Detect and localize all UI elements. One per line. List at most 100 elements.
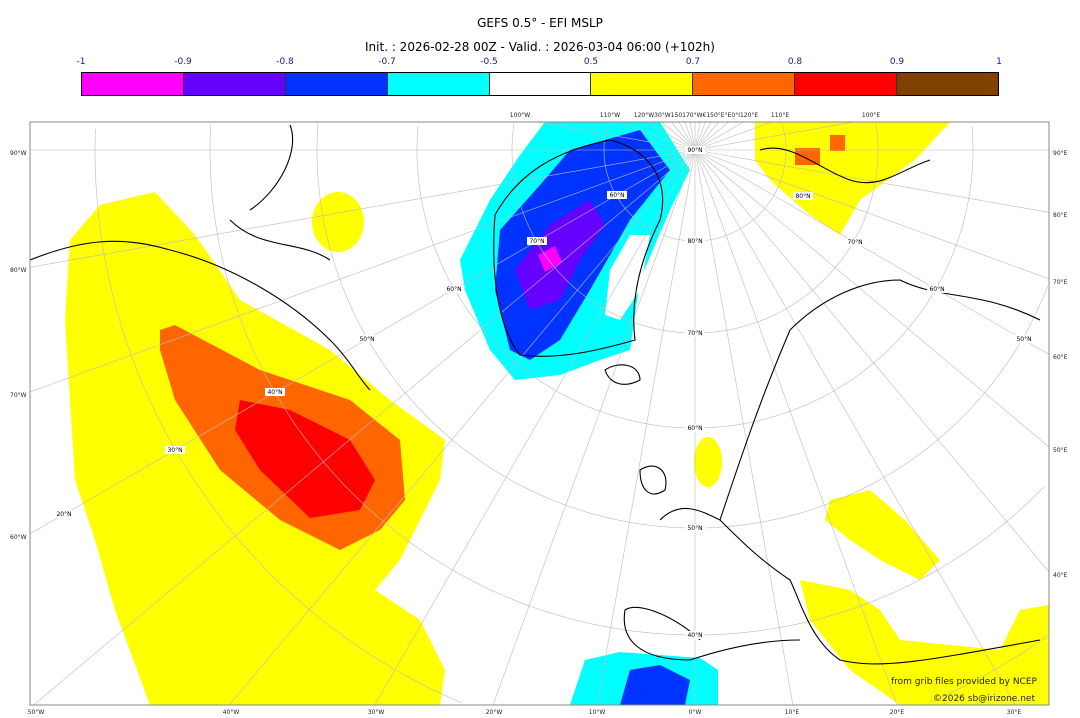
top-axis-label: 100°E [862, 112, 880, 119]
colorbar-swatch [591, 73, 694, 95]
efi-region-blue [620, 665, 690, 705]
bottom-axis-label: 40°W [223, 709, 240, 716]
efi-region-yellow [825, 490, 940, 580]
left-axis-label: 70°W [10, 392, 27, 399]
meridian-line [694, 149, 1049, 355]
coastlines [30, 124, 1041, 665]
top-axis-label: 120°W30°W150170°W€150°E°E0°I120°E [634, 112, 759, 119]
figure-subtitle: Init. : 2026-02-28 00Z - Valid. : 2026-0… [365, 40, 715, 54]
efi-region-yellow [312, 192, 364, 252]
meridian-line [678, 122, 696, 151]
map-frame [29, 121, 1050, 706]
latitude-line [416, 125, 695, 429]
efi-region-yellow [755, 122, 950, 235]
meridian-line [694, 149, 1049, 280]
latitude-label: 50°N [687, 525, 702, 532]
latitude-line [603, 123, 695, 242]
meridian-line [694, 122, 719, 151]
colorbar-swatch [897, 73, 999, 95]
latitude-label: 70°N [847, 239, 862, 246]
latitude-label: 60°N [609, 192, 624, 199]
latitude-line [695, 124, 879, 334]
colorbar-tick-label: 1 [996, 57, 1002, 67]
latitude-line [316, 123, 696, 529]
colorbar-tick-label: -0.8 [276, 57, 294, 67]
meridian-line [684, 122, 696, 151]
latitude-line [209, 124, 696, 636]
latitude-label: 80°N [795, 193, 810, 200]
efi-region-magenta [538, 246, 562, 272]
colorbar-tick-label: 0.9 [889, 57, 905, 67]
latitude-label: 50°N [359, 336, 374, 343]
colorbar-tick-label: -0.7 [378, 57, 396, 67]
source-credit: from grib files provided by NCEP [891, 677, 1037, 687]
meridian-line [596, 149, 696, 705]
latitude-label: 70°N [529, 238, 544, 245]
meridian-line [617, 122, 696, 151]
meridian-line [694, 149, 898, 705]
meridian-line [694, 122, 854, 151]
bottom-axis-label: 50°W [28, 709, 45, 716]
latitude-label: 70°N [687, 330, 702, 337]
top-axis-label: 110°E [771, 112, 789, 119]
bottom-axis-label: 20°W [486, 709, 503, 716]
right-axis-label: 40°E [1053, 572, 1068, 579]
latitude-line [511, 124, 695, 334]
right-axis-label: 50°E [1053, 447, 1068, 454]
latitude-label: 20°N [56, 511, 71, 518]
latitude-label: 60°N [929, 286, 944, 293]
efi-region-orange [830, 135, 845, 151]
bottom-axis-label: 10°E [785, 709, 800, 716]
copyright-credit: ©2026 sb@irizone.net [933, 694, 1035, 704]
latitude-line [694, 486, 1045, 636]
bottom-axis-label: 20°E [890, 709, 905, 716]
meridian-line [30, 149, 696, 268]
efi-region-orange [795, 148, 820, 165]
meridian-line [661, 122, 696, 151]
grid-labels: 90°N 80°N 70°N 60°N 50°N 40°N 60°N 70°N 40°N 30°N… [54, 146, 1034, 639]
meridian-line [689, 122, 696, 151]
colorbar-swatch [285, 73, 388, 95]
colorbar-tick-label: 0.7 [685, 57, 701, 67]
meridian-line [694, 122, 729, 151]
efi-region-yellow [694, 437, 722, 487]
latitude-label: 60°N [687, 425, 702, 432]
colorbar-swatch [795, 73, 898, 95]
meridian-line [374, 149, 696, 705]
latitude-line [695, 125, 974, 429]
figure-title: GEFS 0.5° - EFI MSLP [477, 16, 603, 30]
colorbar-swatch [82, 73, 184, 95]
colorbar-tick-label: 0.5 [583, 57, 599, 67]
meridian-line [33, 149, 696, 705]
bottom-axis-label: 0°W [689, 709, 702, 716]
left-axis-label: 80°W [10, 267, 27, 274]
top-axis-label: 100°W [510, 112, 530, 119]
right-axis-label: 70°E [1053, 279, 1068, 286]
meridian-line [536, 122, 696, 151]
latitude-line [929, 635, 1048, 703]
meridian-line [694, 149, 794, 705]
latitude-label: 80°N [687, 238, 702, 245]
latitude-line [694, 285, 1049, 529]
latitude-label: 50°N [1016, 336, 1031, 343]
latitude-label: 90°N [687, 147, 702, 154]
colorbar-tick-label: 0.8 [787, 57, 803, 67]
meridian-line [694, 149, 1049, 573]
right-axis-label: 90°E [1053, 150, 1068, 157]
latitude-label: 40°N [267, 389, 282, 396]
latitude-line [94, 129, 461, 703]
bottom-axis-label: 10°W [589, 709, 606, 716]
meridian-line [694, 149, 1049, 448]
meridian-line [492, 149, 696, 705]
left-axis-label: 60°W [10, 534, 27, 541]
colorbar-swatch [387, 73, 490, 95]
colorbar [81, 72, 999, 96]
colorbar-swatch [183, 73, 286, 95]
left-axis-label: 90°W [10, 150, 27, 157]
axis-labels: 90°W 80°W 70°W 60°W 90°E 80°E 70°E 60°E 50°E 40°E… [10, 112, 1068, 716]
meridian-line [671, 122, 696, 151]
efi-region-red [235, 400, 375, 518]
colorbar-tick-label: -1 [76, 57, 86, 67]
